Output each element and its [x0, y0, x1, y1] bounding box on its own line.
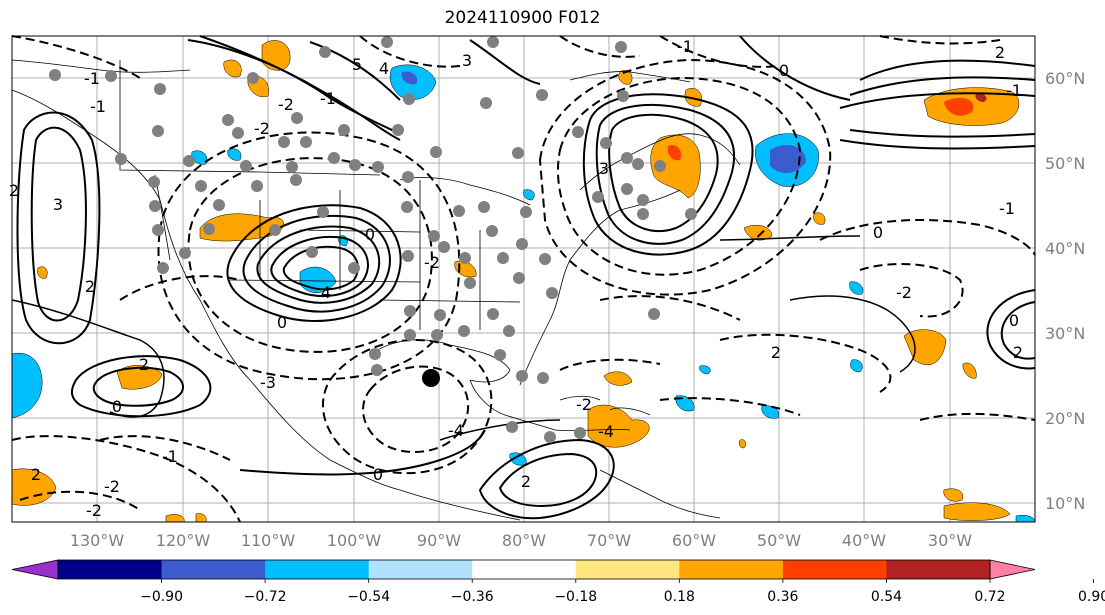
longitude-label: 50°W — [757, 531, 801, 550]
latitude-label: 60°N — [1045, 69, 1085, 88]
contour-label: -1 — [84, 69, 100, 88]
longitude-label: 40°W — [842, 531, 886, 550]
latitude-label: 50°N — [1045, 154, 1085, 173]
colorbar-extend-low — [11, 559, 59, 580]
contour-label: 0 — [779, 61, 789, 80]
latitude-label: 30°N — [1045, 324, 1085, 343]
map-title: 2024110900 F012 — [444, 8, 601, 28]
colorbar-segment — [368, 560, 473, 579]
longitude-label: 90°W — [417, 531, 461, 550]
contour-label: -1 — [320, 89, 336, 108]
contour-label: 2 — [1013, 343, 1023, 362]
colorbar-tick-label: 0.36 — [767, 589, 798, 605]
colorbar-extend-high — [989, 559, 1036, 580]
contour-label: 0 — [365, 225, 375, 244]
colorbar-tick-label: 0.90 — [1078, 589, 1105, 605]
zero-contours — [11, 235, 916, 441]
contour-label: 3 — [599, 159, 609, 178]
colorbar-tick-label: −0.54 — [347, 589, 390, 605]
contour-label: -2 — [896, 283, 912, 302]
colorbar-segment — [265, 560, 370, 579]
station-dots — [49, 36, 697, 443]
contour-label: 0 — [873, 223, 883, 242]
contour-label: 2 — [9, 181, 19, 200]
contour-label: 3 — [53, 195, 63, 214]
contour-label: 2 — [771, 343, 781, 362]
contour-labels: -15 4 3-222030-142-30-42-1-2-20-2202-1-23-… — [9, 37, 1023, 520]
storm-center-marker — [422, 369, 440, 387]
contour-label: 0 — [1009, 311, 1019, 330]
contour-label: -1 — [162, 447, 178, 466]
contour-label: 3 — [462, 51, 472, 70]
colorbar-segment — [782, 560, 887, 579]
longitude-label: 100°W — [327, 531, 382, 550]
contour-label: -2 — [104, 477, 120, 496]
contour-label: 2 — [85, 277, 95, 296]
strong-negative-shading — [401, 71, 806, 174]
colorbar-segment — [679, 560, 784, 579]
contour-label: -1 — [90, 97, 106, 116]
latitude-label: 10°N — [1045, 494, 1085, 513]
colorbar-tick-label: −0.72 — [244, 589, 287, 605]
contour-label: 0 — [277, 313, 287, 332]
longitude-label: 120°W — [156, 531, 211, 550]
latitude-label: 20°N — [1045, 409, 1085, 428]
map-panel: -15 4 3-222030-142-30-42-1-2-20-2202-1-23-… — [9, 35, 1036, 523]
contour-label: 2 — [995, 43, 1005, 62]
latitude-labels: 60°N 50°N 40°N 30°N 20°N 10°N — [1045, 69, 1085, 513]
contour-label: 0 — [112, 397, 122, 416]
contour-label: -2 — [86, 501, 102, 520]
positive-contours — [16, 35, 1036, 520]
longitude-label: 130°W — [70, 531, 125, 550]
longitude-labels: 130°W 120°W 110°W 100°W 90°W 80°W 70°W 60°W 50°W… — [70, 531, 972, 550]
contour-label: 2 — [139, 355, 149, 374]
map-frame — [11, 35, 1036, 523]
contour-label: -2 — [278, 95, 294, 114]
contour-label: -3 — [260, 373, 276, 392]
contour-label: -1 — [999, 199, 1015, 218]
contour-label: 2 — [521, 472, 531, 491]
negative-contours — [11, 35, 1036, 523]
contour-label: -2 — [254, 119, 270, 138]
colorbar-segment — [161, 560, 266, 579]
contour-label: 5 — [352, 55, 362, 74]
colorbar-segment — [472, 560, 577, 579]
colorbar-tick-label: 0.54 — [871, 589, 902, 605]
contour-label: 4 — [379, 59, 389, 78]
colorbar-segment — [886, 560, 991, 579]
longitude-label: 30°W — [928, 531, 972, 550]
longitude-label: 70°W — [587, 531, 631, 550]
contour-label: -1 — [677, 37, 693, 56]
contour-label: -4 — [448, 421, 464, 440]
contour-label: 2 — [31, 465, 41, 484]
colorbar-tick-label: −0.90 — [140, 589, 183, 605]
longitude-label: 110°W — [241, 531, 296, 550]
strong-positive-shading — [667, 93, 987, 161]
longitude-label: 80°W — [502, 531, 546, 550]
colorbar — [11, 559, 1036, 580]
colorbar-tick-label: −0.36 — [451, 589, 494, 605]
contour-label: 0 — [373, 465, 383, 484]
colorbar-tick-label: 0.18 — [664, 589, 695, 605]
colorbar-segment — [575, 560, 680, 579]
contour-label: -4 — [598, 422, 614, 441]
contour-label: -2 — [424, 253, 440, 272]
contour-label: 4 — [321, 283, 331, 302]
latitude-label: 40°N — [1045, 239, 1085, 258]
colorbar-segment — [58, 560, 163, 579]
contour-label: -2 — [576, 395, 592, 414]
colorbar-tick-label: −0.18 — [554, 589, 597, 605]
colorbar-outline — [57, 559, 991, 580]
contour-label: -1 — [1006, 81, 1022, 100]
longitude-label: 60°W — [672, 531, 716, 550]
colorbar-ticks: −0.90 −0.72 −0.54 −0.36 −0.18 0.18 0.36 0.54 0.7… — [140, 579, 1105, 605]
colorbar-tick-label: 0.72 — [974, 589, 1005, 605]
